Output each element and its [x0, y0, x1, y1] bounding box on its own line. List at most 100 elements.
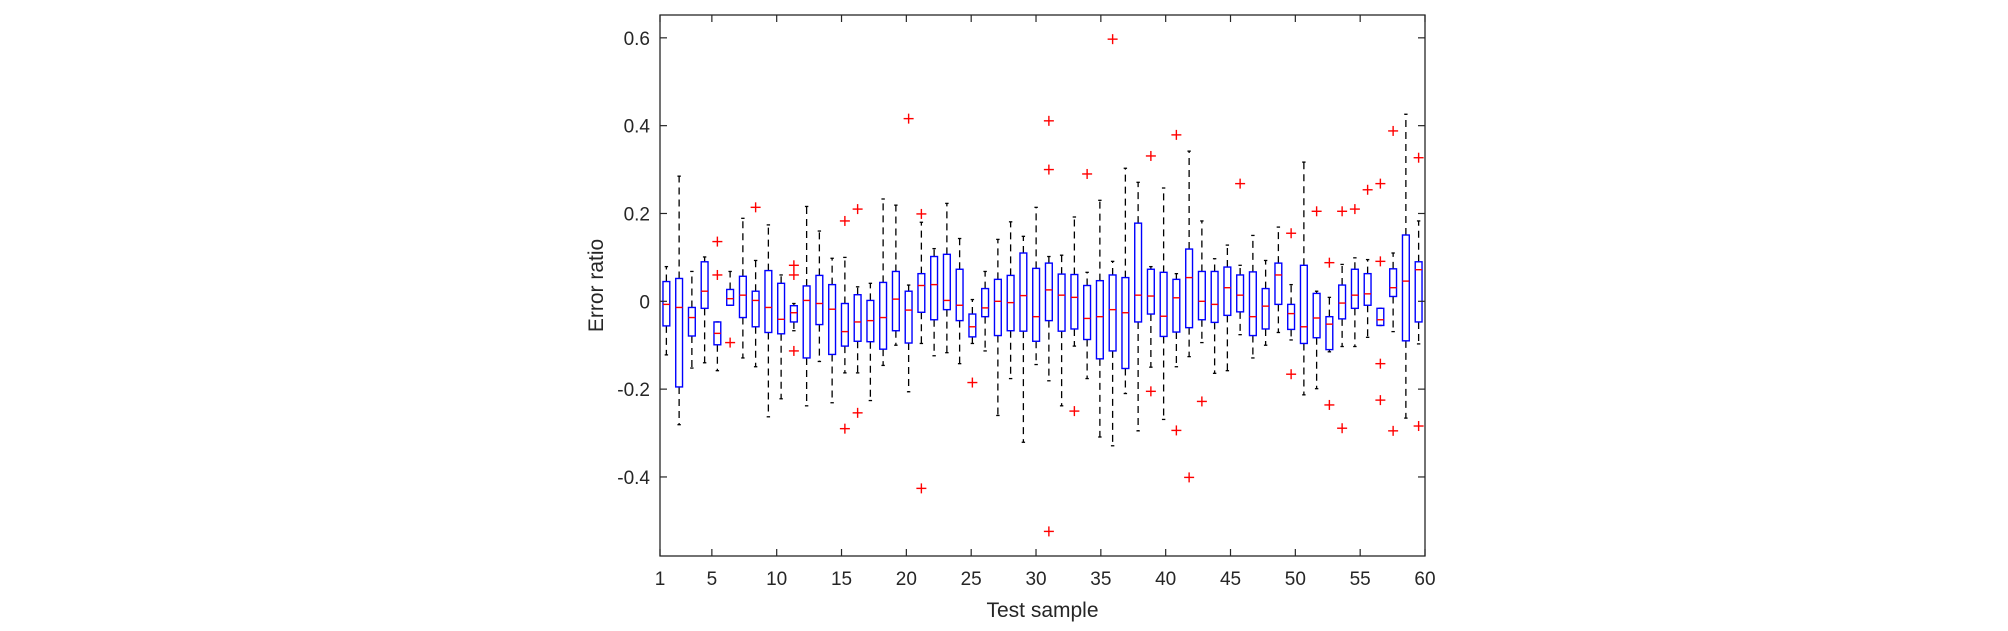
- box-iqr: [1146, 268, 1155, 315]
- outlier-marker: [1375, 178, 1386, 189]
- box-iqr: [993, 278, 1002, 337]
- x-tick-label: 5: [707, 569, 718, 590]
- box-iqr: [1210, 270, 1219, 324]
- box-25: [967, 298, 978, 388]
- box-iqr: [1044, 262, 1053, 322]
- x-tick-label: 60: [1414, 569, 1435, 590]
- outlier-marker: [788, 260, 799, 271]
- outlier-marker: [1145, 386, 1156, 397]
- box-15: [839, 215, 850, 434]
- outlier-marker: [916, 483, 927, 494]
- box-1: [662, 265, 671, 356]
- box-iqr: [687, 306, 696, 337]
- box-iqr: [1261, 287, 1270, 330]
- box-17: [866, 282, 875, 402]
- outlier-marker: [1184, 472, 1195, 483]
- box-47: [1248, 234, 1257, 359]
- x-axis: 1 5 10 15 20 25 30 35 40 45 50 55 60: [655, 15, 1436, 590]
- box-iqr: [955, 268, 964, 322]
- box-iqr: [1389, 268, 1398, 298]
- box-34: [1082, 168, 1093, 380]
- box-26: [981, 270, 990, 352]
- box-iqr: [700, 261, 709, 310]
- box-55: [1349, 204, 1360, 348]
- box-31: [1043, 115, 1054, 537]
- outlier-marker: [1043, 526, 1054, 537]
- box-60: [1413, 152, 1424, 432]
- box-13: [815, 230, 824, 363]
- outlier-marker: [1171, 129, 1182, 140]
- box-9: [764, 224, 773, 418]
- box-iqr: [1236, 274, 1245, 313]
- box-iqr: [968, 313, 977, 338]
- box-2: [675, 175, 684, 426]
- box-iqr: [942, 253, 951, 311]
- box-iqr: [1376, 307, 1385, 327]
- box-iqr: [1325, 315, 1334, 351]
- y-tick-label: 0.2: [624, 204, 650, 225]
- box-iqr: [789, 304, 798, 323]
- box-21: [916, 208, 927, 494]
- outlier-marker: [1082, 168, 1093, 179]
- box-iqr: [738, 275, 747, 319]
- box-50: [1286, 228, 1297, 380]
- outlier-marker: [1145, 150, 1156, 161]
- outlier-marker: [1043, 115, 1054, 126]
- box-4: [700, 256, 709, 364]
- outlier-marker: [1375, 395, 1386, 406]
- box-22: [930, 247, 939, 357]
- box-iqr: [815, 274, 824, 326]
- box-iqr: [981, 287, 990, 318]
- box-35: [1095, 199, 1104, 438]
- box-iqr: [1095, 279, 1104, 360]
- box-iqr: [1083, 284, 1092, 341]
- box-iqr: [1197, 270, 1206, 321]
- box-iqr: [726, 288, 735, 306]
- box-38: [1134, 181, 1143, 432]
- outlier-marker: [1413, 152, 1424, 163]
- outlier-marker: [1375, 256, 1386, 267]
- box-iqr: [1223, 266, 1232, 317]
- outlier-marker: [712, 269, 723, 280]
- box-14: [828, 257, 837, 404]
- box-24: [955, 237, 964, 365]
- box-53: [1324, 257, 1335, 410]
- plot-marks: [662, 34, 1424, 537]
- box-30: [1032, 206, 1041, 366]
- outlier-marker: [1375, 358, 1386, 369]
- box-iqr: [1363, 272, 1372, 306]
- box-iqr: [840, 302, 849, 347]
- box-iqr: [777, 282, 786, 335]
- outlier-marker: [1349, 204, 1360, 215]
- box-41: [1171, 129, 1182, 436]
- outlier-marker: [967, 377, 978, 388]
- box-iqr: [1057, 273, 1066, 332]
- outlier-marker: [1362, 184, 1373, 195]
- box-iqr: [1108, 274, 1117, 352]
- box-11: [788, 260, 799, 356]
- box-6: [725, 270, 736, 348]
- box-28: [1006, 221, 1015, 380]
- outlier-marker: [1388, 125, 1399, 136]
- box-iqr: [802, 285, 811, 359]
- y-tick-label: 0.6: [624, 29, 650, 50]
- x-tick-label: 1: [655, 569, 666, 590]
- box-iqr: [1274, 262, 1283, 306]
- box-54: [1337, 206, 1348, 434]
- box-7: [738, 217, 747, 359]
- box-19: [891, 204, 900, 346]
- box-iqr: [1070, 273, 1079, 330]
- outlier-marker: [1311, 206, 1322, 217]
- y-axis-label: Error ratio: [585, 239, 608, 332]
- x-tick-label: 35: [1090, 569, 1111, 590]
- outlier-marker: [788, 269, 799, 280]
- box-iqr: [1248, 271, 1257, 337]
- box-iqr: [1338, 284, 1347, 320]
- x-tick-label: 30: [1025, 569, 1046, 590]
- outlier-marker: [712, 236, 723, 247]
- box-iqr: [853, 294, 862, 342]
- box-iqr: [1401, 234, 1410, 342]
- x-axis-label: Test sample: [986, 599, 1098, 622]
- box-33: [1069, 216, 1080, 417]
